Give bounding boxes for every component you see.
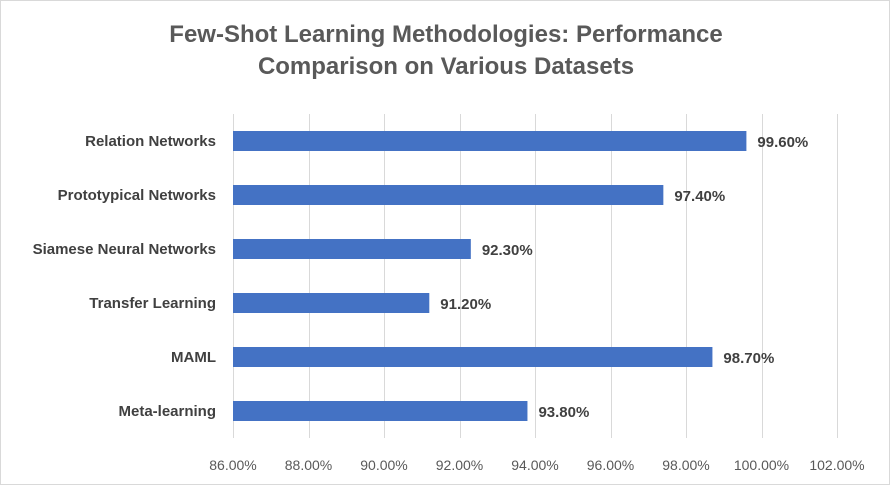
data-label: 98.70% — [723, 350, 774, 367]
x-tick-label: 102.00% — [809, 457, 864, 473]
x-tick-label: 100.00% — [734, 457, 789, 473]
bar — [233, 401, 528, 421]
data-label: 99.60% — [757, 134, 808, 151]
data-labels: 99.60% 97.40% 92.30% 91.20% 98.70% 93.80% — [440, 134, 808, 421]
data-label: 91.20% — [440, 296, 491, 313]
bars — [233, 131, 747, 421]
x-tick-label: 96.00% — [587, 457, 634, 473]
data-label: 92.30% — [482, 242, 533, 259]
bar — [233, 347, 713, 367]
data-label: 93.80% — [538, 404, 589, 421]
category-label: Siamese Neural Networks — [33, 241, 216, 258]
chart-title: Few-Shot Learning Methodologies: Perform… — [169, 21, 723, 80]
x-tick-label: 94.00% — [511, 457, 558, 473]
bar — [233, 293, 430, 313]
x-tick-label: 88.00% — [285, 457, 332, 473]
bar — [233, 185, 664, 205]
x-tick-labels: 86.00% 88.00% 90.00% 92.00% 94.00% 96.00% 98.0… — [209, 457, 864, 473]
category-label: Transfer Learning — [89, 295, 216, 312]
bar — [233, 131, 747, 151]
x-tick-label: 98.00% — [662, 457, 709, 473]
x-tick-label: 90.00% — [360, 457, 407, 473]
category-label: Meta-learning — [118, 403, 216, 420]
bar — [233, 239, 471, 259]
grid-lines — [233, 114, 838, 438]
category-labels: Relation Networks Prototypical Networks Si… — [33, 133, 216, 420]
x-tick-label: 86.00% — [209, 457, 256, 473]
category-label: Relation Networks — [85, 133, 216, 150]
data-label: 97.40% — [674, 188, 725, 205]
category-label: Prototypical Networks — [58, 187, 216, 204]
x-tick-label: 92.00% — [436, 457, 483, 473]
category-label: MAML — [171, 349, 216, 366]
